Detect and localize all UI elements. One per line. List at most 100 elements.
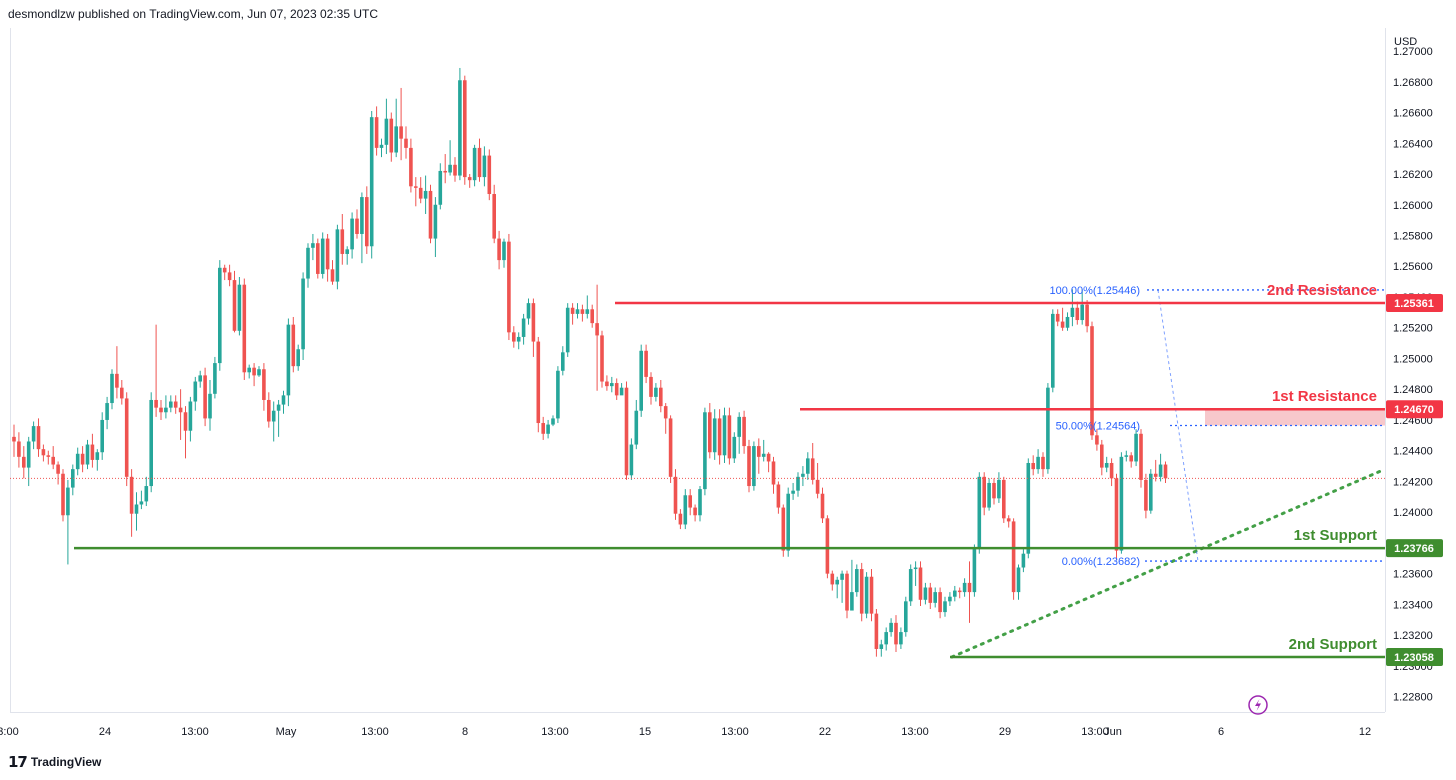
candle [1085, 300, 1089, 333]
candle [752, 441, 756, 491]
candle [703, 407, 707, 496]
candle-body [1139, 433, 1143, 480]
candle [796, 472, 800, 497]
candle-body [384, 118, 389, 145]
candle-body [218, 267, 222, 364]
candle [948, 592, 952, 606]
candle-body [864, 576, 869, 614]
candle-body [619, 387, 624, 396]
candle-body [1104, 462, 1109, 468]
candle [1036, 449, 1040, 474]
candle-body [379, 144, 384, 148]
candle [953, 585, 957, 602]
candle [41, 444, 46, 462]
candle [619, 383, 624, 396]
candle-body [668, 418, 673, 477]
candle-body [938, 592, 942, 613]
candle-body [977, 476, 982, 550]
candle-body [257, 369, 261, 376]
candle [325, 233, 330, 282]
candle [894, 615, 898, 653]
price-tick-label: 1.23600 [1393, 569, 1433, 581]
level-name: 2nd Support [1289, 636, 1377, 653]
candle [242, 278, 247, 380]
candle [512, 326, 516, 348]
candle-body [365, 197, 369, 247]
candle-body [580, 309, 585, 314]
price-tick-label: 1.24800 [1393, 384, 1433, 396]
candle [17, 432, 21, 468]
candle-body [605, 381, 609, 387]
candle [957, 587, 962, 599]
candle-body [80, 453, 85, 465]
candle-body [56, 464, 60, 474]
candle [66, 479, 70, 565]
candle [1002, 476, 1006, 523]
candle [95, 449, 100, 471]
candle-body [61, 473, 65, 516]
candle [1041, 452, 1045, 477]
candle [1139, 429, 1143, 488]
candle [399, 87, 403, 161]
candle-body [761, 453, 766, 457]
candle-body [12, 436, 16, 442]
candle-body [781, 507, 786, 551]
candle-body [1051, 313, 1055, 388]
price-tag-box [1386, 647, 1443, 666]
drawings: 100.00%(1.25446) 50.00%(1.24564) 0.00%(1.2… [10, 285, 1387, 659]
level-name: 1st Resistance [1272, 388, 1377, 405]
candle [453, 157, 457, 182]
candle-body [433, 204, 438, 239]
candle [869, 569, 874, 622]
candle [747, 439, 751, 493]
price-tick-label: 1.26200 [1393, 169, 1433, 181]
candle [546, 419, 550, 439]
candle [193, 376, 198, 411]
alert-icon[interactable] [1248, 695, 1268, 715]
candle [742, 410, 746, 454]
candle-body [17, 441, 21, 457]
candle-body [859, 569, 864, 614]
candle-body [502, 241, 506, 261]
candle-body [595, 323, 599, 336]
candle-body [1065, 316, 1070, 328]
candle-body [286, 324, 291, 396]
candle [536, 336, 541, 433]
candle [556, 366, 560, 424]
time-tick-label: 13:00 [1081, 726, 1109, 738]
candle [904, 596, 908, 637]
candle [972, 544, 977, 597]
candle-body [575, 309, 580, 314]
candle-body [610, 383, 614, 387]
candle [384, 98, 389, 155]
candle [855, 564, 859, 597]
candle-body [316, 243, 320, 274]
candle-body [624, 387, 629, 476]
candle [115, 346, 119, 399]
price-axis: 1.27000 1.26800 1.26600 1.26400 1.26200 1.260… [1393, 46, 1433, 704]
candle [247, 364, 251, 379]
candle [845, 570, 849, 619]
candle [610, 376, 614, 393]
candle-body [1006, 518, 1011, 522]
candle [1144, 473, 1148, 519]
candle-body [982, 476, 986, 508]
candle [144, 476, 149, 507]
candle [188, 396, 193, 442]
candle [668, 415, 673, 483]
candle-body [918, 567, 923, 600]
price-tick-label: 1.24000 [1393, 507, 1433, 519]
candle [639, 344, 643, 417]
price-tick-label: 1.27000 [1393, 46, 1433, 58]
candle-body [139, 501, 144, 505]
candle-body [570, 307, 575, 314]
candle [600, 330, 604, 388]
ascending-trendline [950, 467, 1387, 659]
candle-body [115, 373, 119, 388]
candle [178, 389, 183, 440]
candle [526, 298, 531, 325]
candle-body [271, 410, 276, 422]
tradingview-footer: 𝟭𝟳 TradingView [8, 753, 101, 771]
fib-trend-line [1157, 289, 1199, 562]
